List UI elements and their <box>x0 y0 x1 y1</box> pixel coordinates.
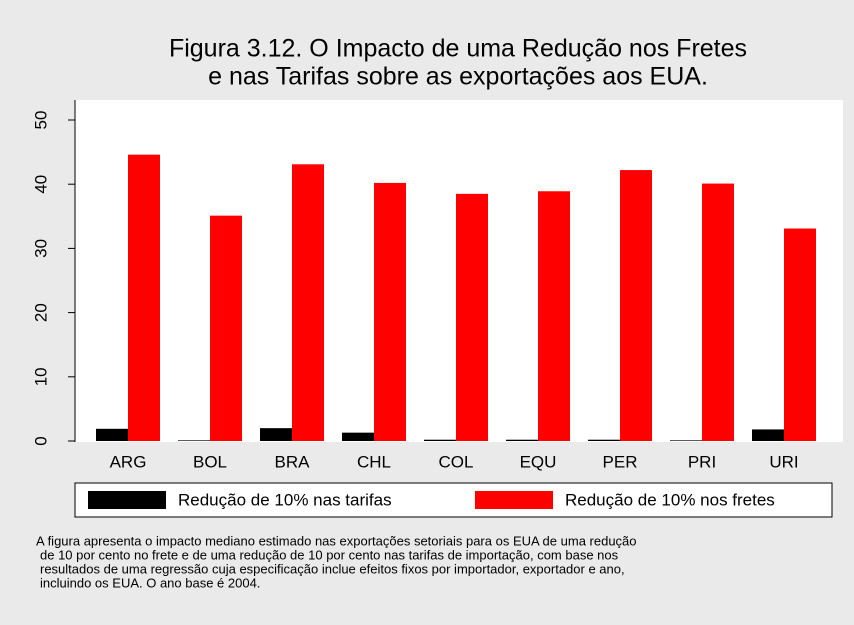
x-tick-label: PRI <box>688 452 716 471</box>
x-tick-label: COL <box>439 452 474 471</box>
note: resultados de uma regressão cuja especif… <box>40 561 625 576</box>
bar <box>96 428 128 441</box>
bar <box>702 183 734 442</box>
bar <box>210 215 242 441</box>
legend-swatch <box>475 491 553 509</box>
bar <box>784 228 816 441</box>
legend-box <box>74 482 833 518</box>
y-tick-label: 50 <box>31 111 50 130</box>
y-tick-label: 30 <box>31 239 50 258</box>
note: de 10 por cento no frete e de uma reduçã… <box>40 547 619 562</box>
bar <box>178 440 210 441</box>
chart-title: Figura 3.12. O Impacto de uma Redução no… <box>169 35 747 63</box>
note: A figura apresenta o impacto mediano est… <box>36 533 637 548</box>
bar <box>620 170 652 442</box>
x-tick-label: URI <box>769 452 798 471</box>
note: incluindo os EUA. O ano base é 2004. <box>40 575 260 590</box>
x-tick-label: PER <box>603 452 638 471</box>
y-tick-label: 0 <box>31 436 50 445</box>
bar <box>538 191 570 441</box>
y-tick-label: 20 <box>31 303 50 322</box>
legend-label: Redução de 10% nos fretes <box>565 490 775 509</box>
bar <box>374 182 406 441</box>
bar <box>670 440 702 441</box>
chart-title: e nas Tarifas sobre as exportações aos E… <box>208 63 708 91</box>
y-tick-label: 10 <box>31 367 50 386</box>
x-tick-label: ARG <box>110 452 147 471</box>
x-tick-label: BOL <box>193 452 227 471</box>
bar <box>128 154 160 441</box>
bar <box>456 193 488 441</box>
bar <box>424 439 456 441</box>
x-tick-label: BRA <box>275 452 311 471</box>
bar <box>342 432 374 441</box>
bar <box>588 439 620 441</box>
x-tick-label: CHL <box>357 452 391 471</box>
y-tick-label: 40 <box>31 175 50 194</box>
x-tick-label: EQU <box>520 452 557 471</box>
legend-swatch <box>88 491 166 509</box>
bar <box>752 429 784 441</box>
legend-label: Redução de 10% nas tarifas <box>178 490 392 509</box>
bar <box>506 439 538 441</box>
bar <box>292 164 324 441</box>
bar <box>260 428 292 441</box>
